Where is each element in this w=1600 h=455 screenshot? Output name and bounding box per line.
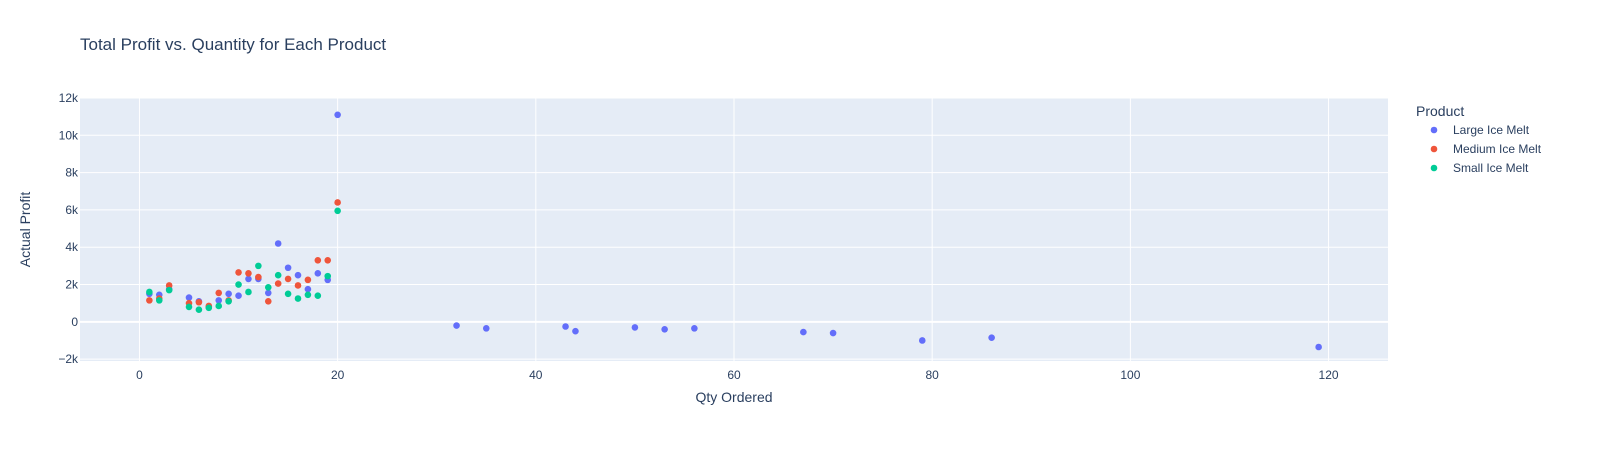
data-point — [294, 271, 302, 279]
y-axis-title: Actual Profit — [17, 192, 33, 268]
data-point — [264, 289, 272, 297]
x-axis-ticks: 0 20 40 60 80 100 120 — [136, 368, 1339, 382]
data-point — [918, 337, 926, 344]
data-point — [284, 290, 292, 298]
data-point — [453, 322, 460, 329]
grid-lines — [80, 97, 1388, 361]
data-point — [334, 207, 341, 215]
x-tick-label: 60 — [727, 368, 741, 382]
data-point — [235, 292, 242, 300]
data-point — [195, 306, 203, 314]
data-point — [314, 256, 322, 264]
data-point — [304, 285, 312, 293]
data-point — [264, 284, 272, 291]
y-tick-label: 8k — [65, 166, 79, 180]
data-point — [185, 294, 193, 301]
legend: Product Large Ice Melt Medium Ice Melt Sma… — [1416, 103, 1542, 175]
data-point — [185, 303, 193, 311]
legend-marker — [1430, 126, 1438, 134]
data-point — [691, 325, 698, 332]
data-point — [274, 271, 282, 279]
data-point — [264, 298, 272, 305]
legend-label: Medium Ice Melt — [1453, 142, 1542, 156]
chart-title: Total Profit vs. Quantity for Each Produ… — [80, 35, 386, 54]
data-point — [324, 272, 332, 280]
data-point — [631, 324, 639, 331]
data-point — [800, 328, 807, 336]
data-point — [284, 275, 292, 283]
data-point — [195, 298, 203, 306]
x-tick-label: 40 — [529, 368, 543, 382]
data-point — [245, 288, 252, 296]
data-point — [165, 282, 173, 289]
data-point — [165, 286, 173, 294]
data-point — [294, 295, 302, 302]
data-points — [146, 111, 1322, 351]
data-point — [284, 264, 292, 272]
x-tick-label: 100 — [1120, 368, 1140, 382]
data-point — [215, 289, 223, 297]
data-point — [255, 273, 262, 281]
data-point — [314, 292, 322, 300]
data-point — [304, 276, 312, 284]
data-point — [988, 334, 995, 341]
data-point — [482, 325, 490, 332]
legend-title: Product — [1416, 103, 1464, 119]
legend-item: Large Ice Melt — [1430, 123, 1530, 137]
y-tick-label: 0 — [71, 315, 78, 329]
x-tick-label: 20 — [331, 368, 345, 382]
data-point — [155, 297, 163, 304]
legend-label: Large Ice Melt — [1453, 123, 1530, 137]
legend-label: Small Ice Melt — [1453, 161, 1529, 175]
data-point — [235, 281, 242, 288]
data-point — [1315, 343, 1322, 351]
data-point — [314, 270, 322, 277]
data-point — [146, 288, 153, 296]
data-point — [334, 199, 341, 206]
data-point — [829, 329, 837, 337]
data-point — [572, 327, 579, 335]
data-point — [324, 256, 332, 264]
data-point — [274, 240, 282, 247]
y-tick-label: 2k — [65, 278, 79, 292]
data-point — [215, 297, 223, 304]
data-point — [245, 270, 252, 277]
data-point — [225, 298, 232, 305]
y-tick-label: −2k — [58, 352, 79, 366]
data-point — [225, 290, 232, 298]
data-point — [255, 262, 262, 270]
data-point — [304, 291, 312, 299]
legend-marker — [1430, 164, 1438, 172]
data-point — [146, 297, 153, 304]
data-point — [205, 304, 213, 312]
y-tick-label: 12k — [59, 91, 79, 105]
data-point — [562, 323, 569, 330]
data-point — [334, 111, 341, 119]
y-tick-label: 4k — [65, 240, 79, 254]
x-tick-label: 0 — [136, 368, 143, 382]
data-point — [215, 302, 223, 310]
x-axis-title: Qty Ordered — [695, 389, 772, 405]
y-axis-ticks: −2k 0 2k 4k 6k 8k 10k 12k — [58, 91, 79, 366]
x-tick-label: 80 — [926, 368, 940, 382]
y-tick-label: 6k — [65, 203, 79, 217]
legend-marker — [1430, 145, 1438, 153]
data-point — [235, 269, 242, 276]
data-point — [245, 275, 252, 283]
data-point — [661, 325, 668, 333]
legend-item: Small Ice Melt — [1430, 161, 1529, 175]
data-point — [274, 280, 282, 287]
legend-item: Medium Ice Melt — [1430, 142, 1542, 156]
y-tick-label: 10k — [59, 128, 79, 142]
data-point — [294, 282, 302, 289]
x-tick-label: 120 — [1319, 368, 1339, 382]
